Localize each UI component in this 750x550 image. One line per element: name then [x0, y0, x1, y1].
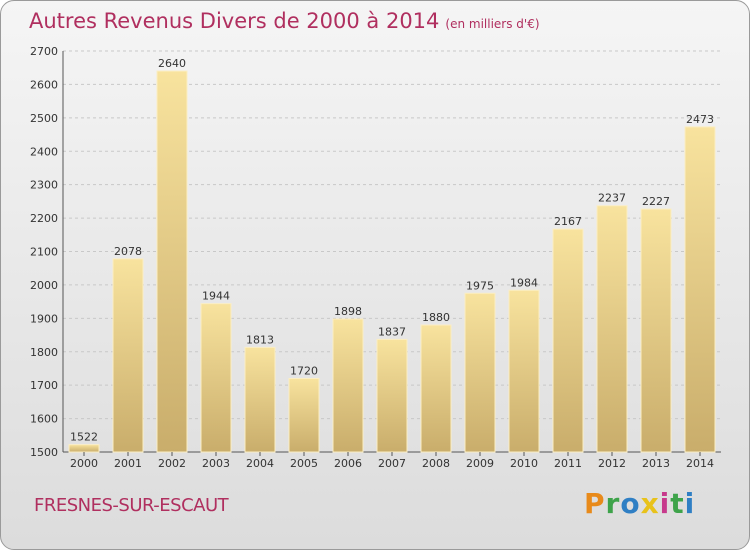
bar-2003 [200, 303, 232, 453]
y-tick-label: 2600 [30, 78, 58, 91]
bar-2011 [552, 228, 584, 453]
data-label-2009: 1975 [466, 279, 494, 292]
bar-2004 [244, 346, 276, 453]
x-tick-label: 2008 [422, 457, 450, 470]
bar-2006 [332, 318, 364, 453]
bar-2009 [464, 292, 496, 453]
x-tick-label: 2002 [158, 457, 186, 470]
data-label-2001: 2078 [114, 245, 142, 258]
data-label-2013: 2227 [642, 195, 670, 208]
x-tick-label: 2005 [290, 457, 318, 470]
x-tick-label: 2000 [70, 457, 98, 470]
x-tick-label: 2006 [334, 457, 362, 470]
x-tick-label: 2004 [246, 457, 274, 470]
bar-2005 [288, 377, 320, 453]
y-tick-label: 2400 [30, 145, 58, 158]
bar-2000 [68, 444, 100, 453]
bar-2008 [420, 324, 452, 453]
data-label-2011: 2167 [554, 215, 582, 228]
x-tick-label: 2001 [114, 457, 142, 470]
y-tick-label: 1700 [30, 379, 58, 392]
data-label-2005: 1720 [290, 364, 318, 377]
x-tick-label: 2007 [378, 457, 406, 470]
data-label-2014: 2473 [686, 113, 714, 126]
y-tick-label: 2100 [30, 246, 58, 259]
bar-2001 [112, 258, 144, 453]
data-label-2010: 1984 [510, 276, 538, 289]
data-label-2008: 1880 [422, 311, 450, 324]
bar-2010 [508, 289, 540, 453]
bar-2013 [640, 208, 672, 453]
y-tick-label: 1500 [30, 446, 58, 459]
bar-2002 [156, 70, 188, 453]
data-label-2012: 2237 [598, 192, 626, 205]
y-tick-label: 2200 [30, 212, 58, 225]
y-tick-label: 2000 [30, 279, 58, 292]
data-label-2003: 1944 [202, 290, 230, 303]
data-label-2002: 2640 [158, 57, 186, 70]
chart-title: Autres Revenus Divers de 2000 à 2014 (en … [29, 9, 540, 33]
data-label-2006: 1898 [334, 305, 362, 318]
y-tick-label: 2300 [30, 179, 58, 192]
commune-name: FRESNES-SUR-ESCAUT [34, 495, 229, 516]
x-tick-label: 2013 [642, 457, 670, 470]
data-label-2007: 1837 [378, 325, 406, 338]
chart-title-main: Autres Revenus Divers de 2000 à 2014 [29, 9, 440, 33]
y-tick-label: 1600 [30, 413, 58, 426]
x-tick-label: 2011 [554, 457, 582, 470]
proxiti-logo: Proxiti [584, 487, 696, 520]
y-tick-label: 1900 [30, 312, 58, 325]
data-label-2000: 1522 [70, 431, 98, 444]
x-tick-label: 2003 [202, 457, 230, 470]
x-tick-label: 2009 [466, 457, 494, 470]
data-label-2004: 1813 [246, 333, 274, 346]
y-tick-label: 2500 [30, 112, 58, 125]
y-tick-label: 2700 [30, 45, 58, 58]
chart-title-unit: (en milliers d'€) [445, 17, 540, 31]
x-tick-label: 2014 [686, 457, 714, 470]
bar-2007 [376, 338, 408, 453]
x-tick-label: 2010 [510, 457, 538, 470]
y-tick-label: 1800 [30, 346, 58, 359]
bar-2012 [596, 205, 628, 453]
x-tick-label: 2012 [598, 457, 626, 470]
bar-2014 [684, 126, 716, 453]
